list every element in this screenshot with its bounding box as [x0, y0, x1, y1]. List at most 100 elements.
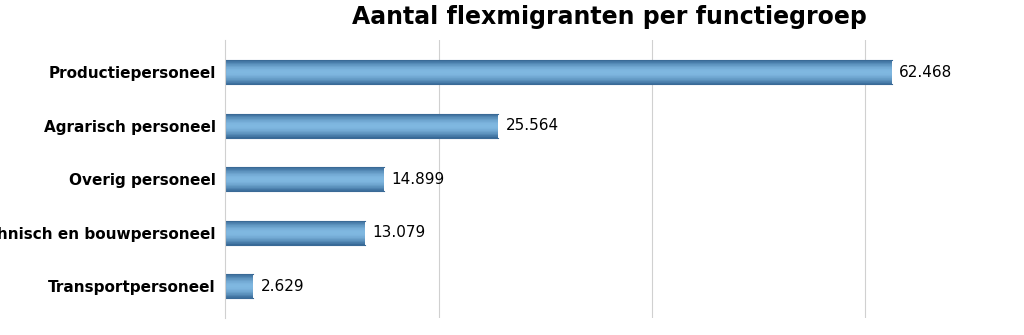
- Bar: [225, 123, 498, 124]
- Bar: [225, 294, 253, 295]
- Bar: [225, 187, 384, 188]
- Bar: [225, 292, 253, 293]
- Bar: [225, 224, 365, 225]
- Bar: [225, 241, 365, 242]
- Bar: [225, 126, 498, 127]
- Bar: [225, 78, 892, 79]
- Bar: [225, 66, 892, 67]
- Bar: [225, 61, 892, 62]
- Text: 2.629: 2.629: [261, 279, 304, 294]
- Bar: [225, 185, 384, 186]
- Bar: [225, 276, 253, 277]
- Bar: [225, 115, 498, 116]
- Bar: [225, 234, 365, 235]
- Bar: [225, 233, 365, 234]
- Bar: [225, 80, 892, 81]
- Bar: [225, 189, 384, 190]
- Bar: [225, 188, 384, 189]
- Bar: [225, 73, 892, 74]
- Bar: [225, 77, 892, 78]
- Bar: [225, 69, 892, 70]
- Bar: [225, 295, 253, 296]
- Bar: [225, 68, 892, 69]
- Bar: [225, 290, 253, 291]
- Bar: [225, 137, 498, 138]
- Bar: [225, 60, 892, 61]
- Bar: [225, 184, 384, 185]
- Bar: [225, 72, 892, 73]
- Bar: [225, 174, 384, 175]
- Bar: [225, 118, 498, 119]
- Bar: [225, 222, 365, 223]
- Bar: [225, 64, 892, 65]
- Bar: [225, 239, 365, 240]
- Bar: [225, 227, 365, 228]
- Bar: [225, 297, 253, 298]
- Bar: [225, 171, 384, 172]
- Bar: [225, 230, 365, 231]
- Bar: [225, 172, 384, 173]
- Bar: [225, 173, 384, 174]
- Bar: [225, 285, 253, 286]
- Bar: [225, 71, 892, 72]
- Bar: [225, 136, 498, 137]
- Bar: [225, 134, 498, 135]
- Bar: [225, 274, 253, 275]
- Bar: [225, 282, 253, 283]
- Bar: [225, 128, 498, 129]
- Bar: [225, 178, 384, 179]
- Bar: [225, 74, 892, 75]
- Bar: [225, 226, 365, 227]
- Bar: [225, 65, 892, 66]
- Bar: [225, 284, 253, 285]
- Bar: [225, 70, 892, 71]
- Bar: [225, 120, 498, 121]
- Bar: [225, 83, 892, 84]
- Text: 13.079: 13.079: [373, 225, 426, 240]
- Bar: [225, 183, 384, 184]
- Bar: [225, 280, 253, 281]
- Bar: [225, 76, 892, 77]
- Bar: [225, 67, 892, 68]
- Bar: [225, 186, 384, 187]
- Bar: [225, 278, 253, 279]
- Bar: [225, 182, 384, 183]
- Bar: [225, 170, 384, 171]
- Bar: [225, 131, 498, 132]
- Bar: [225, 129, 498, 130]
- Bar: [225, 237, 365, 238]
- Bar: [225, 117, 498, 118]
- Bar: [225, 116, 498, 117]
- Bar: [225, 122, 498, 123]
- Bar: [225, 235, 365, 236]
- Bar: [225, 121, 498, 122]
- Bar: [225, 281, 253, 282]
- Text: 25.564: 25.564: [506, 118, 558, 133]
- Bar: [225, 228, 365, 229]
- Text: 14.899: 14.899: [391, 172, 444, 187]
- Bar: [225, 135, 498, 136]
- Bar: [225, 229, 365, 230]
- Bar: [225, 79, 892, 80]
- Bar: [225, 221, 365, 222]
- Bar: [225, 291, 253, 292]
- Bar: [225, 190, 384, 191]
- Bar: [225, 240, 365, 241]
- Bar: [225, 181, 384, 182]
- Bar: [225, 167, 384, 168]
- Bar: [225, 114, 498, 115]
- Bar: [225, 179, 384, 180]
- Bar: [225, 176, 384, 177]
- Bar: [225, 279, 253, 280]
- Bar: [225, 288, 253, 289]
- Bar: [225, 130, 498, 131]
- Bar: [225, 225, 365, 226]
- Bar: [225, 175, 384, 176]
- Bar: [225, 125, 498, 126]
- Bar: [225, 81, 892, 82]
- Bar: [225, 223, 365, 224]
- Bar: [225, 75, 892, 76]
- Bar: [225, 244, 365, 245]
- Bar: [225, 127, 498, 128]
- Bar: [225, 289, 253, 290]
